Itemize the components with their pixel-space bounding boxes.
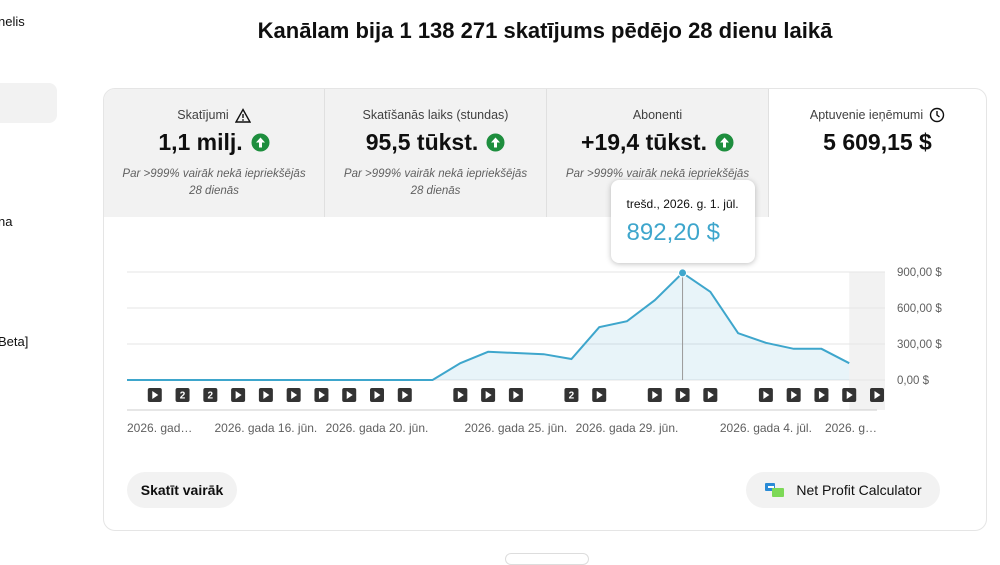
analytics-card: Skatījumi 1,1 milj. Par >999% vairāk nek… (103, 88, 987, 531)
tooltip-date: trešd., 2026. g. 1. jūl. (626, 197, 739, 211)
metric-value: 95,5 tūkst. (365, 129, 479, 155)
metric-value: 5 609,15 $ (823, 129, 932, 155)
up-arrow (255, 137, 265, 148)
up-icon (715, 133, 734, 152)
metric-label: Skatīšanās laiks (stundas) (362, 108, 509, 122)
warning-icon (234, 107, 251, 123)
metric-comparison: Par >999% vairāk nekā iepriekšējās 28 di… (343, 168, 528, 197)
scroll-element (505, 553, 589, 565)
button-label: Net Profit Calculator (796, 482, 922, 498)
metric-tab[interactable]: Skatījumi 1,1 milj. Par >999% vairāk nek… (104, 89, 325, 217)
metric-tab[interactable]: Aptuvenie ieņēmumi 5 609,15 $ (769, 89, 986, 217)
metric-comparison: Par >999% vairāk nekā iepriekšējās 28 di… (122, 168, 306, 197)
tooltip: trešd., 2026. g. 1. jūl. 892,20 $ (610, 180, 755, 263)
calculator-button[interactable]: Net Profit Calculator (746, 472, 940, 508)
metric-label: Abonenti (632, 108, 683, 122)
metric-tab[interactable]: Skatīšanās laiks (stundas) 95,5 tūkst. P… (325, 89, 547, 217)
sidebar-item[interactable]: na (0, 214, 13, 229)
page-title: Kanālam bija 1 138 271 skatījums pēdējo … (257, 18, 833, 43)
up-arrow (491, 137, 501, 148)
nexlev-logo (765, 483, 785, 497)
sidebar-item[interactable]: nelis (0, 14, 25, 29)
up-icon (486, 133, 505, 152)
sidebar-item[interactable]: Beta] (0, 334, 29, 349)
see-more-button[interactable]: Skatīt vairāk (127, 472, 237, 508)
button-label: Skatīt vairāk (140, 482, 224, 498)
tooltip-value: 892,20 $ (626, 219, 720, 246)
up-icon (251, 133, 270, 152)
metric-value: +19,4 tūkst. (581, 129, 707, 155)
metric-label: Aptuvenie ieņēmumi (809, 108, 924, 122)
sidebar-selected[interactable] (0, 83, 57, 123)
metric-value: 1,1 milj. (158, 129, 243, 155)
up-arrow (719, 137, 729, 148)
metric-comparison: Par >999% vairāk nekā iepriekšējās (565, 168, 750, 180)
metric-label: Skatījumi (177, 108, 229, 122)
clock-icon (929, 107, 945, 123)
